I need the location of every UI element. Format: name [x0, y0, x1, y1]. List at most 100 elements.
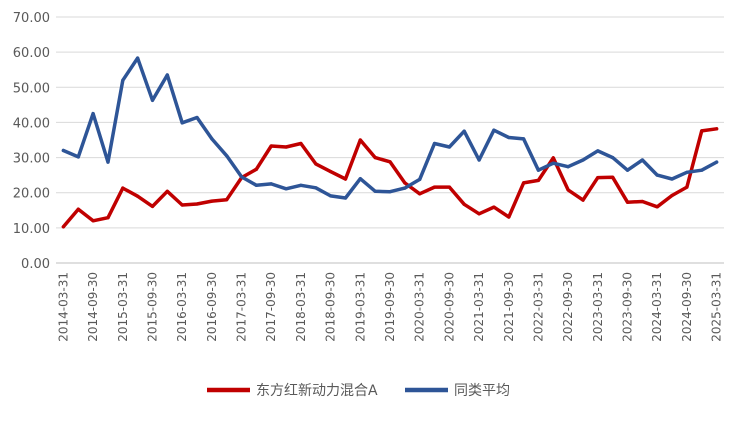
data-point — [596, 176, 600, 180]
series-line-1 — [61, 127, 719, 229]
data-point — [522, 137, 526, 141]
x-tick-label: 2023-09-30 — [621, 272, 635, 342]
data-point — [551, 161, 555, 165]
data-point — [165, 73, 169, 77]
data-point — [150, 98, 155, 102]
data-point — [700, 168, 704, 172]
data-point — [715, 127, 719, 131]
data-point — [700, 129, 704, 133]
data-point — [299, 183, 303, 187]
data-point — [358, 177, 362, 181]
data-point — [477, 212, 481, 216]
x-tick-label: 2016-09-30 — [205, 272, 219, 342]
data-point — [507, 135, 511, 140]
data-point — [269, 182, 273, 186]
x-tick-label: 2021-09-30 — [502, 272, 516, 342]
data-point — [76, 207, 80, 211]
data-point — [655, 205, 659, 209]
data-point — [566, 188, 570, 192]
x-axis-ticks: 2014-03-31 2014-09-30 2015-03-31 2015-09-30… — [56, 272, 723, 342]
y-tick-label: 60.00 — [13, 46, 50, 61]
x-tick-label: 2019-03-31 — [353, 272, 367, 342]
legend: 东方红新动力混合A 同类平均 — [207, 383, 510, 399]
data-point — [269, 144, 273, 148]
x-tick-label: 2022-03-31 — [531, 272, 545, 342]
data-point — [91, 112, 95, 116]
data-point — [566, 165, 570, 169]
data-point — [136, 56, 140, 60]
x-tick-label: 2014-03-31 — [56, 272, 70, 342]
y-tick-label: 50.00 — [13, 81, 50, 96]
data-point — [418, 177, 422, 181]
data-point — [403, 181, 407, 185]
y-tick-label: 40.00 — [13, 116, 50, 131]
data-point — [611, 156, 615, 160]
x-tick-label: 2025-03-31 — [710, 272, 724, 342]
x-tick-label: 2020-03-31 — [413, 272, 427, 342]
data-point — [388, 190, 392, 194]
data-point — [329, 170, 333, 174]
x-tick-label: 2023-03-31 — [591, 272, 605, 342]
data-point — [136, 194, 140, 198]
data-point — [61, 148, 65, 153]
data-point — [343, 196, 348, 200]
data-point — [388, 160, 392, 164]
data-point — [522, 181, 526, 185]
x-tick-label: 2020-09-30 — [442, 272, 456, 342]
data-point — [165, 189, 169, 193]
data-point — [343, 177, 348, 181]
data-point — [507, 215, 511, 219]
y-tick-label: 10.00 — [13, 222, 50, 237]
data-point — [373, 156, 377, 160]
grid — [56, 16, 724, 264]
data-point — [670, 193, 674, 198]
data-point — [373, 189, 377, 193]
data-point — [180, 203, 184, 207]
data-point — [670, 177, 674, 181]
data-point — [625, 200, 630, 204]
data-point — [195, 115, 199, 120]
y-tick-label: 20.00 — [13, 187, 50, 202]
data-point — [240, 175, 244, 179]
x-tick-label: 2015-03-31 — [116, 272, 130, 342]
data-point — [611, 175, 615, 179]
data-point — [150, 204, 155, 208]
x-tick-label: 2021-03-31 — [472, 272, 486, 342]
legend-label-series-1: 东方红新动力混合A — [256, 383, 378, 399]
x-tick-label: 2019-09-30 — [383, 272, 397, 342]
x-tick-label: 2016-03-31 — [175, 272, 189, 342]
data-point — [210, 137, 214, 141]
x-tick-label: 2018-03-31 — [294, 272, 308, 342]
data-point — [314, 162, 318, 166]
data-point — [447, 185, 451, 189]
data-point — [492, 128, 496, 132]
series-lines — [61, 56, 719, 229]
data-point — [106, 216, 110, 220]
data-point — [581, 158, 585, 162]
data-point — [61, 225, 65, 229]
x-tick-label: 2024-09-30 — [680, 272, 694, 342]
data-point — [551, 156, 555, 160]
data-point — [284, 187, 288, 191]
data-point — [121, 186, 125, 190]
data-point — [91, 219, 95, 223]
data-point — [358, 138, 362, 142]
data-point — [284, 145, 288, 149]
data-point — [210, 199, 214, 203]
data-point — [462, 202, 466, 206]
data-point — [536, 178, 541, 182]
data-point — [536, 168, 541, 172]
data-point — [492, 205, 496, 209]
data-point — [685, 185, 689, 189]
x-tick-label: 2017-03-31 — [235, 272, 249, 342]
series-line-2 — [61, 56, 719, 200]
data-point — [314, 186, 318, 190]
data-point — [640, 199, 645, 204]
data-point — [76, 155, 80, 159]
data-point — [180, 121, 184, 125]
data-point — [195, 202, 199, 206]
data-point — [225, 198, 229, 202]
data-point — [432, 141, 437, 146]
